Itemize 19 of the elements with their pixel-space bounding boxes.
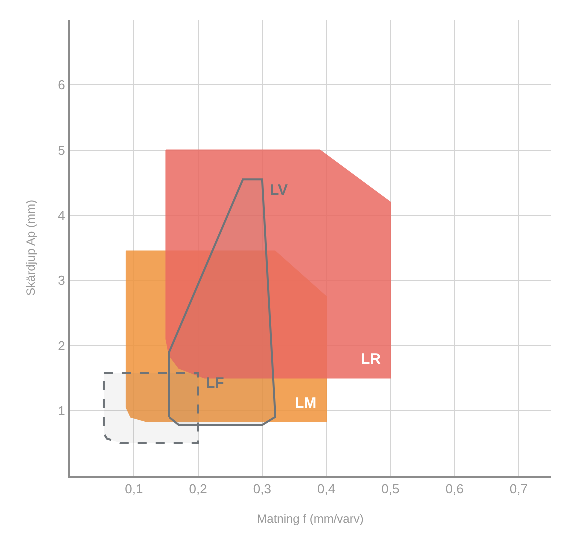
y-tick-label: 5 — [58, 142, 66, 158]
y-tick-label: 2 — [58, 338, 66, 354]
y-tick-label: 4 — [58, 208, 66, 223]
y-tick-label: 3 — [58, 273, 66, 288]
x-axis-title: Matning f (mm/varv) — [257, 512, 364, 526]
series-label: LV — [270, 182, 288, 199]
x-tick-label: 0,1 — [125, 482, 144, 497]
x-tick-label: 0,7 — [510, 482, 528, 497]
series-label: LR — [361, 351, 382, 368]
y-tick-label: 6 — [58, 78, 66, 93]
series-label: LM — [295, 395, 317, 412]
y-tick-label: 1 — [58, 403, 66, 418]
series-label: LF — [206, 375, 224, 392]
y-axis-title: Skärdjup Ap (mm) — [24, 200, 38, 296]
x-tick-label: 0,4 — [317, 482, 336, 497]
x-tick-label: 0,3 — [253, 482, 272, 497]
x-tick-label: 0,2 — [189, 482, 208, 497]
x-tick-label: 0,6 — [446, 482, 464, 497]
x-tick-label: 0,5 — [382, 482, 400, 497]
